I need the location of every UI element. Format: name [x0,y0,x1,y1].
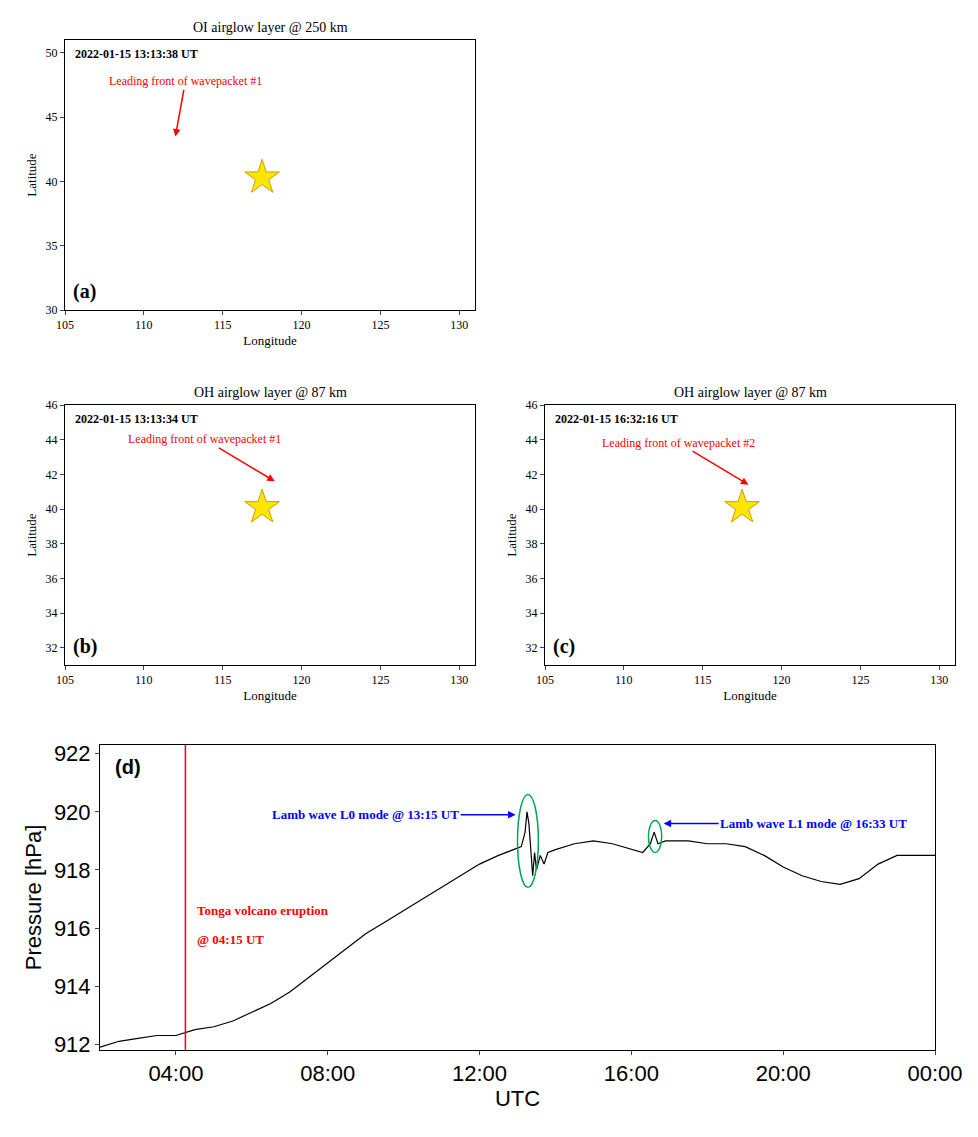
svg-text:@ 04:15 UT: @ 04:15 UT [197,932,264,947]
svg-text:50: 50 [46,46,58,60]
svg-text:Tonga volcano eruption: Tonga volcano eruption [197,903,329,918]
svg-text:918: 918 [54,858,91,883]
svg-text:120: 120 [773,673,791,687]
svg-text:105: 105 [536,673,554,687]
svg-text:2022-01-15 16:32:16 UT: 2022-01-15 16:32:16 UT [555,412,678,426]
svg-text:Latitude: Latitude [24,513,39,557]
svg-text:(c): (c) [553,635,575,658]
svg-text:42: 42 [526,468,538,482]
svg-text:(d): (d) [115,756,141,778]
svg-text:40: 40 [526,502,538,516]
svg-text:2022-01-15 13:13:34 UT: 2022-01-15 13:13:34 UT [75,412,198,426]
svg-text:110: 110 [135,673,153,687]
svg-text:16:00: 16:00 [604,1061,659,1086]
svg-text:30: 30 [46,303,58,317]
svg-text:Latitude: Latitude [24,153,39,197]
svg-text:Leading front of wavepacket #1: Leading front of wavepacket #1 [128,432,281,446]
svg-text:20:00: 20:00 [756,1061,811,1086]
svg-text:32: 32 [46,641,58,655]
svg-text:125: 125 [851,673,869,687]
svg-text:110: 110 [135,318,153,332]
svg-text:Lamb wave L0 mode @ 13:15 UT: Lamb wave L0 mode @ 13:15 UT [272,807,459,822]
svg-text:Pressure [hPa]: Pressure [hPa] [21,825,46,971]
svg-text:04:00: 04:00 [148,1061,203,1086]
svg-text:40: 40 [46,502,58,516]
svg-text:46: 46 [526,398,538,412]
svg-text:44: 44 [46,433,58,447]
svg-text:Latitude: Latitude [504,513,519,557]
svg-text:130: 130 [930,673,948,687]
svg-text:34: 34 [526,606,538,620]
svg-text:130: 130 [450,318,468,332]
svg-text:912: 912 [54,1032,91,1057]
svg-text:115: 115 [694,673,712,687]
svg-text:125: 125 [371,673,389,687]
svg-text:914: 914 [54,974,91,999]
svg-text:920: 920 [54,800,91,825]
svg-text:32: 32 [526,641,538,655]
svg-text:UTC: UTC [495,1086,540,1111]
svg-text:Longitude: Longitude [723,688,777,703]
svg-text:922: 922 [54,741,91,766]
svg-text:115: 115 [214,673,232,687]
svg-text:OH airglow layer @ 87 km: OH airglow layer @ 87 km [674,385,827,400]
svg-text:OH airglow layer @ 87 km: OH airglow layer @ 87 km [194,385,347,400]
svg-text:115: 115 [214,318,232,332]
svg-text:130: 130 [450,673,468,687]
svg-text:(a): (a) [73,280,96,303]
svg-text:Leading front of wavepacket #2: Leading front of wavepacket #2 [602,436,755,450]
svg-text:Leading front of wavepacket #1: Leading front of wavepacket #1 [109,74,262,88]
svg-text:120: 120 [293,673,311,687]
svg-text:Lamb wave L1 mode @ 16:33 UT: Lamb wave L1 mode @ 16:33 UT [720,816,907,831]
svg-text:42: 42 [46,468,58,482]
svg-text:125: 125 [371,318,389,332]
svg-text:38: 38 [526,537,538,551]
svg-text:916: 916 [54,916,91,941]
svg-text:34: 34 [46,606,58,620]
svg-text:36: 36 [46,572,58,586]
svg-text:105: 105 [56,318,74,332]
svg-text:36: 36 [526,572,538,586]
svg-text:Longitude: Longitude [243,688,297,703]
svg-text:105: 105 [56,673,74,687]
svg-text:Longitude: Longitude [243,333,297,348]
svg-text:12:00: 12:00 [452,1061,507,1086]
svg-text:120: 120 [293,318,311,332]
svg-text:44: 44 [526,433,538,447]
svg-text:2022-01-15 13:13:38 UT: 2022-01-15 13:13:38 UT [75,47,198,61]
svg-text:110: 110 [615,673,633,687]
svg-text:46: 46 [46,398,58,412]
svg-text:00:00: 00:00 [907,1061,962,1086]
svg-text:45: 45 [46,110,58,124]
svg-text:38: 38 [46,537,58,551]
svg-text:(b): (b) [73,635,97,658]
svg-text:40: 40 [46,175,58,189]
svg-text:08:00: 08:00 [300,1061,355,1086]
svg-text:OI airglow layer @ 250 km: OI airglow layer @ 250 km [193,20,348,35]
svg-text:35: 35 [46,239,58,253]
